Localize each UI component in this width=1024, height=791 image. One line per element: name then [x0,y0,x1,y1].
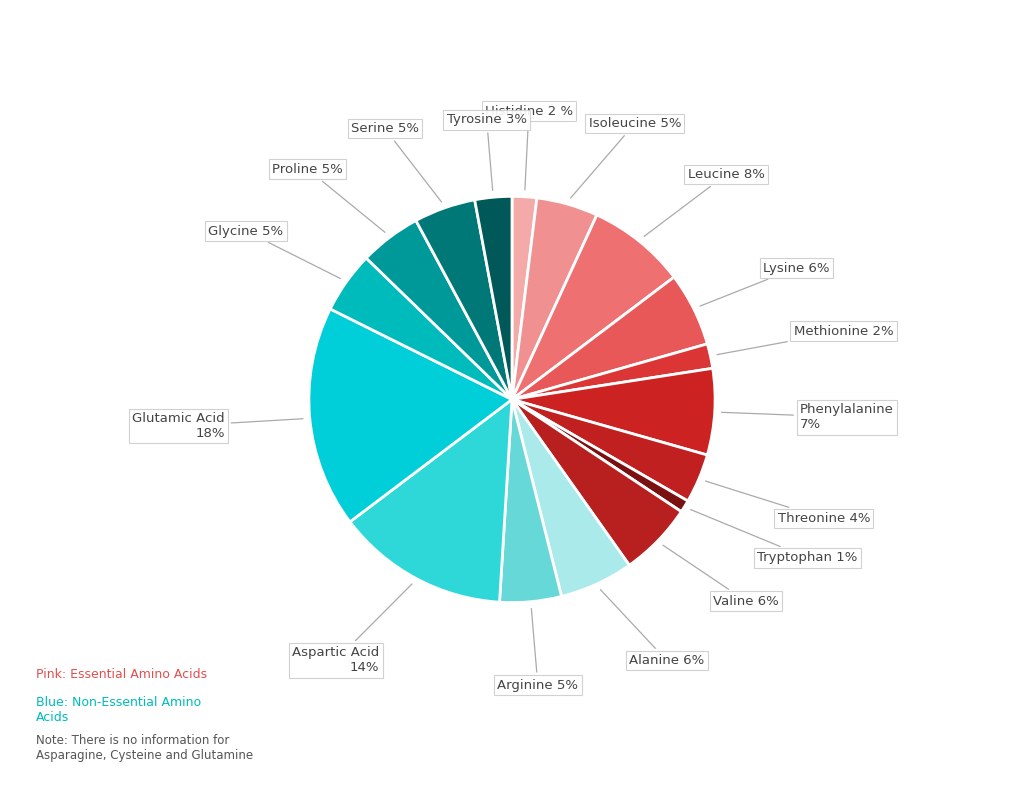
Wedge shape [475,196,512,399]
Text: Valine 6%: Valine 6% [663,545,779,607]
Wedge shape [512,277,708,399]
Text: Aspartic Acid
14%: Aspartic Acid 14% [292,584,412,675]
Wedge shape [512,344,713,399]
Text: Serine 5%: Serine 5% [351,122,441,202]
Text: Tryptophan 1%: Tryptophan 1% [691,509,857,564]
Wedge shape [512,196,537,399]
Text: Threonine 4%: Threonine 4% [706,481,870,525]
Text: Glycine 5%: Glycine 5% [208,225,340,278]
Wedge shape [512,369,715,455]
Wedge shape [309,309,512,522]
Wedge shape [416,200,512,399]
Text: Proline 5%: Proline 5% [272,163,385,233]
Text: Arginine 5%: Arginine 5% [498,608,579,691]
Wedge shape [512,399,688,512]
Text: Pink: Essential Amino Acids: Pink: Essential Amino Acids [36,668,207,681]
Text: Leucine 8%: Leucine 8% [644,168,765,237]
Text: Alanine 6%: Alanine 6% [600,589,705,667]
Text: Glutamic Acid
18%: Glutamic Acid 18% [132,412,303,440]
Wedge shape [330,258,512,399]
Text: Lysine 6%: Lysine 6% [700,262,829,306]
Text: Blue: Non-Essential Amino
Acids: Blue: Non-Essential Amino Acids [36,696,201,724]
Wedge shape [512,399,630,596]
Wedge shape [500,399,561,603]
Wedge shape [512,399,708,501]
Wedge shape [350,399,512,602]
Wedge shape [512,215,674,399]
Text: Tyrosine 3%: Tyrosine 3% [446,113,526,191]
Text: Methionine 2%: Methionine 2% [717,325,893,354]
Text: Note: There is no information for
Asparagine, Cysteine and Glutamine: Note: There is no information for Aspara… [36,734,253,762]
Text: Isoleucine 5%: Isoleucine 5% [570,117,681,198]
Text: Histidine 2 %: Histidine 2 % [484,104,573,190]
Text: Phenylalanine
7%: Phenylalanine 7% [722,403,894,431]
Wedge shape [512,198,597,399]
Wedge shape [367,221,512,399]
Wedge shape [512,399,681,566]
